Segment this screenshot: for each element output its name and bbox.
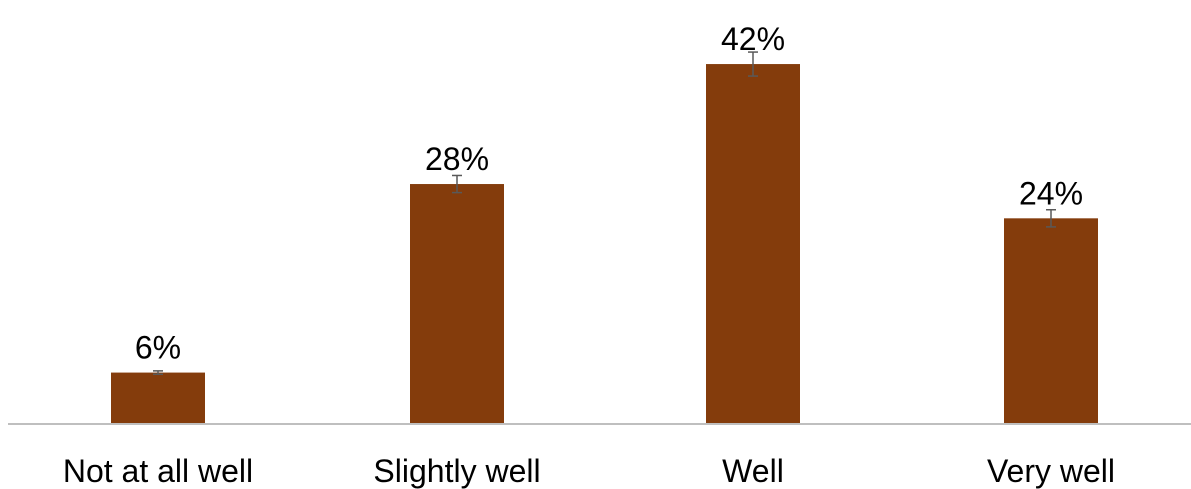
error-bar-well	[748, 51, 758, 77]
error-bar-slightly-well	[452, 174, 462, 194]
x-tick-labels-group: Not at all well Slightly well Well Very wel…	[63, 453, 1115, 489]
error-bar-very-well	[1046, 209, 1056, 228]
bar-not-at-all-well	[111, 372, 205, 424]
x-tick-label-very-well: Very well	[987, 453, 1115, 489]
error-bar-not-at-all-well	[153, 370, 163, 376]
error-bars-group	[153, 51, 1056, 376]
x-tick-label-not-at-all-well: Not at all well	[63, 453, 253, 489]
x-tick-label-slightly-well: Slightly well	[373, 453, 540, 489]
x-tick-label-well: Well	[722, 453, 784, 489]
data-label-well: 42%	[721, 21, 785, 57]
bars-group	[111, 64, 1098, 424]
bar-very-well	[1004, 218, 1098, 424]
data-label-slightly-well: 28%	[425, 141, 489, 177]
bar-slightly-well	[410, 184, 504, 424]
data-label-very-well: 24%	[1019, 175, 1083, 211]
data-labels-group: 6% 28% 42% 24%	[135, 21, 1083, 366]
bar-well	[706, 64, 800, 424]
data-label-not-at-all-well: 6%	[135, 330, 181, 366]
